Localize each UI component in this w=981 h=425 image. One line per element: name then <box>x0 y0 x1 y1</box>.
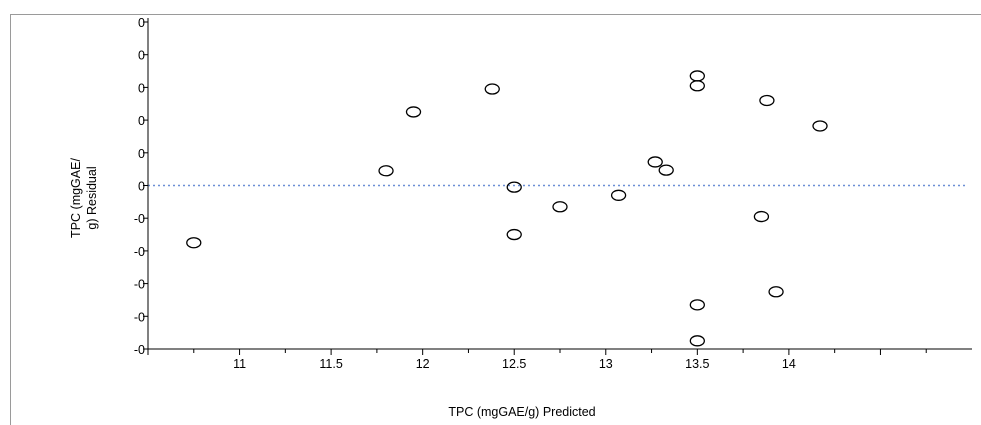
y-tick-label: 0 <box>138 114 145 128</box>
data-point <box>506 181 522 193</box>
data-point <box>759 94 775 107</box>
y-tick-label: -0 <box>134 212 145 226</box>
y-tick-label: 0 <box>138 147 145 161</box>
y-tick-label: -0 <box>134 245 145 259</box>
x-tick-label: 12 <box>416 357 430 371</box>
y-tick-label: -0 <box>134 343 145 357</box>
x-tick-label: 13.5 <box>685 357 709 371</box>
data-point <box>405 106 422 118</box>
y-tick-label: 0 <box>138 180 145 194</box>
data-point <box>186 237 202 249</box>
data-point <box>689 70 705 82</box>
y-tick-label: -0 <box>134 278 145 292</box>
data-point <box>552 201 568 213</box>
y-axis-title-line-1: TPC (mgGAE/ <box>69 158 83 238</box>
x-axis-title: TPC (mgGAE/g) Predicted <box>448 405 595 419</box>
y-tick-label: 0 <box>138 81 145 95</box>
data-point <box>610 189 627 201</box>
x-tick-label: 14 <box>782 357 796 371</box>
data-point <box>647 156 663 168</box>
data-point <box>506 228 522 241</box>
data-point <box>658 164 674 176</box>
frame-top-border <box>10 14 981 15</box>
x-tick-label: 13 <box>599 357 613 371</box>
data-point <box>378 165 394 177</box>
data-point <box>689 80 705 92</box>
y-tick-label: -0 <box>134 310 145 324</box>
data-point <box>484 83 500 95</box>
data-point <box>812 120 828 132</box>
x-tick-label: 12.5 <box>502 357 526 371</box>
x-tick-label: 11 <box>233 357 246 371</box>
data-point <box>768 286 784 298</box>
data-point <box>753 210 770 223</box>
y-axis-title-line-2: g) Residual <box>85 166 99 229</box>
y-tick-label: 0 <box>138 16 145 30</box>
y-tick-label: 0 <box>138 49 145 63</box>
data-point <box>689 335 705 347</box>
x-tick-label: 11.5 <box>319 357 342 371</box>
data-point <box>689 299 705 311</box>
frame-left-border <box>10 14 11 425</box>
